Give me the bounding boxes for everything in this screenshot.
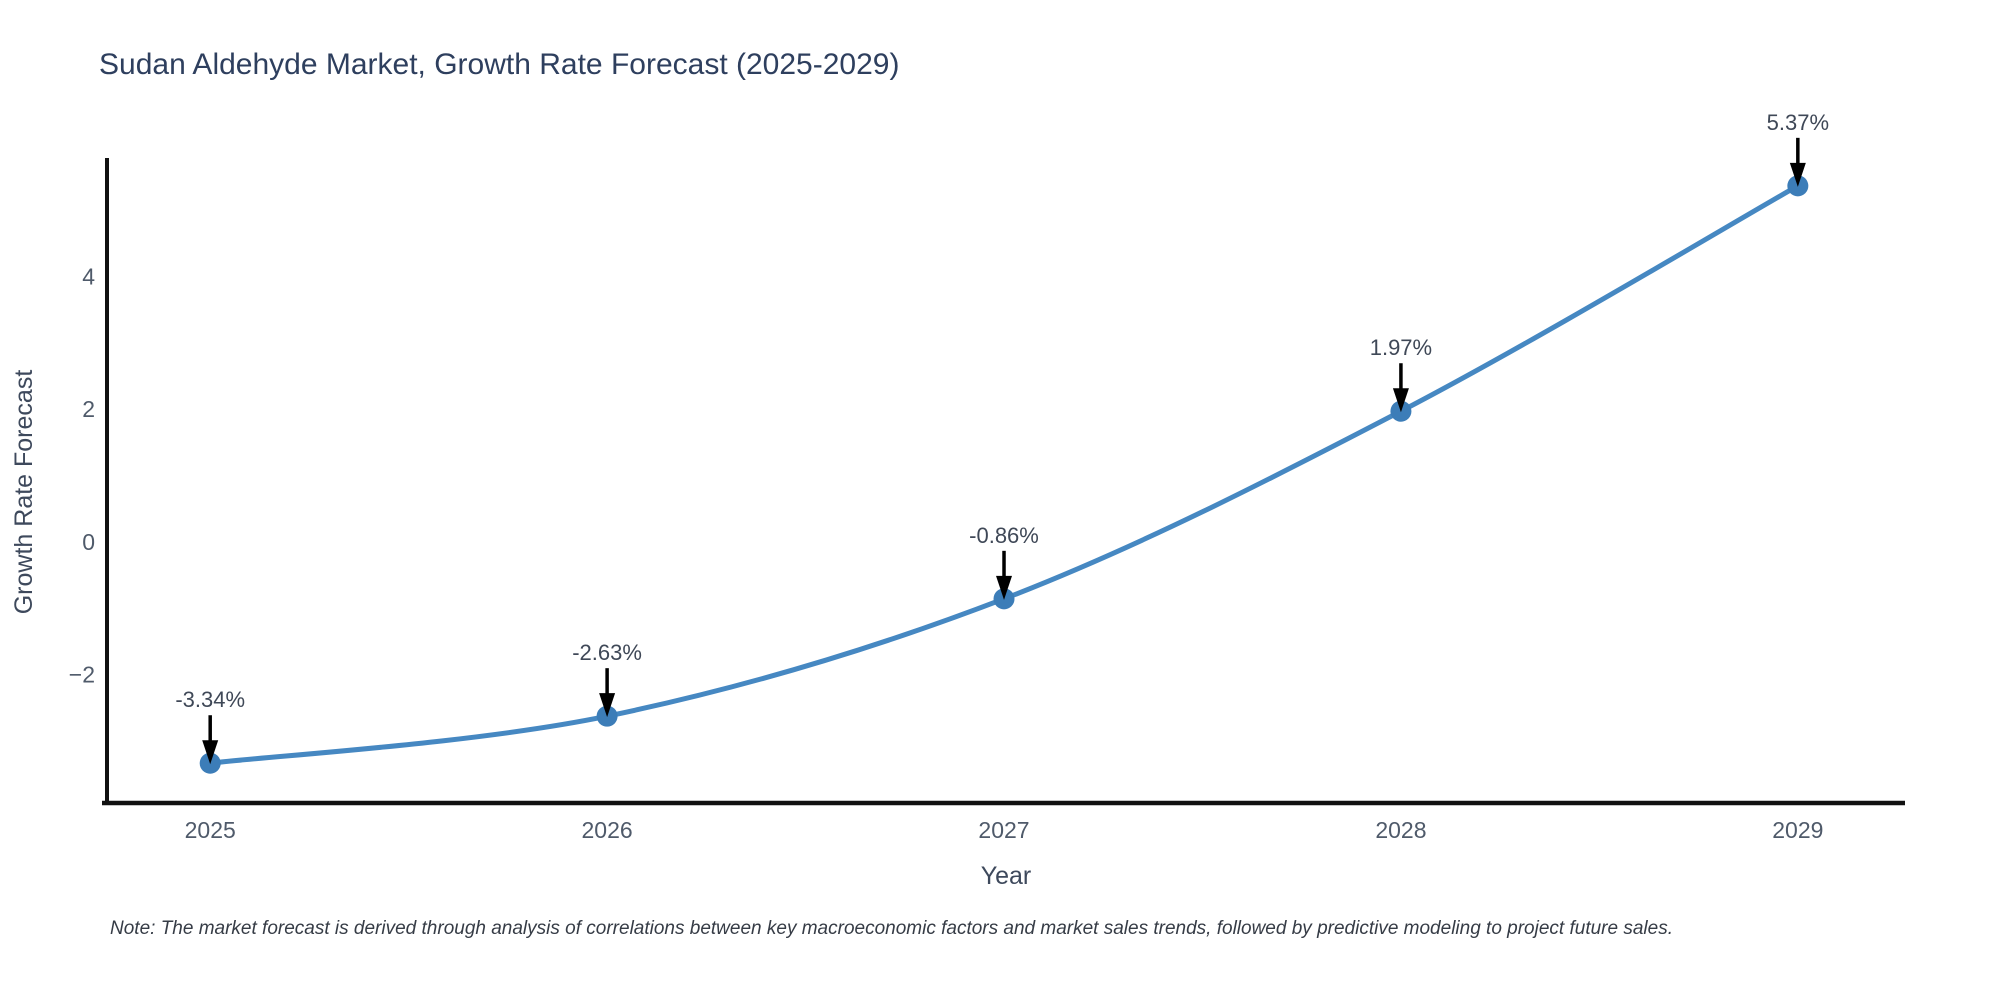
x-tick-label: 2027	[978, 817, 1029, 843]
annotation-arrow-head	[1789, 162, 1806, 187]
y-tick-label: 0	[82, 529, 95, 555]
data-point-value-label: -0.86%	[969, 523, 1039, 548]
data-point-value-label: -2.63%	[572, 640, 642, 665]
annotation-arrow-head	[202, 740, 219, 765]
x-axis-title: Year	[981, 862, 1032, 890]
y-tick-label: 2	[82, 396, 95, 422]
y-tick-label: −2	[69, 661, 95, 687]
y-tick-label: 4	[82, 264, 95, 290]
data-point-value-label: -3.34%	[175, 687, 245, 712]
x-tick-label: 2026	[582, 817, 633, 843]
x-tick-label: 2025	[185, 817, 236, 843]
trend-line	[207, 183, 1801, 766]
x-tick-label: 2028	[1375, 817, 1426, 843]
annotation-arrow-head	[1392, 388, 1409, 413]
chart-footnote: Note: The market forecast is derived thr…	[110, 918, 1673, 939]
annotation-arrow-head	[599, 693, 616, 718]
x-tick-label: 2029	[1772, 817, 1823, 843]
y-axis-title: Growth Rate Forecast	[10, 370, 38, 615]
data-point-value-label: 1.97%	[1370, 335, 1432, 360]
chart-title: Sudan Aldehyde Market, Growth Rate Forec…	[99, 48, 900, 81]
annotation-arrow-head	[996, 575, 1013, 600]
plot-layer: 4 2 0 −2 2025 2026 2027 2028 2029 -3.34% -2.63% -0.…	[69, 110, 1905, 843]
data-point-value-label: 5.37%	[1767, 110, 1829, 135]
